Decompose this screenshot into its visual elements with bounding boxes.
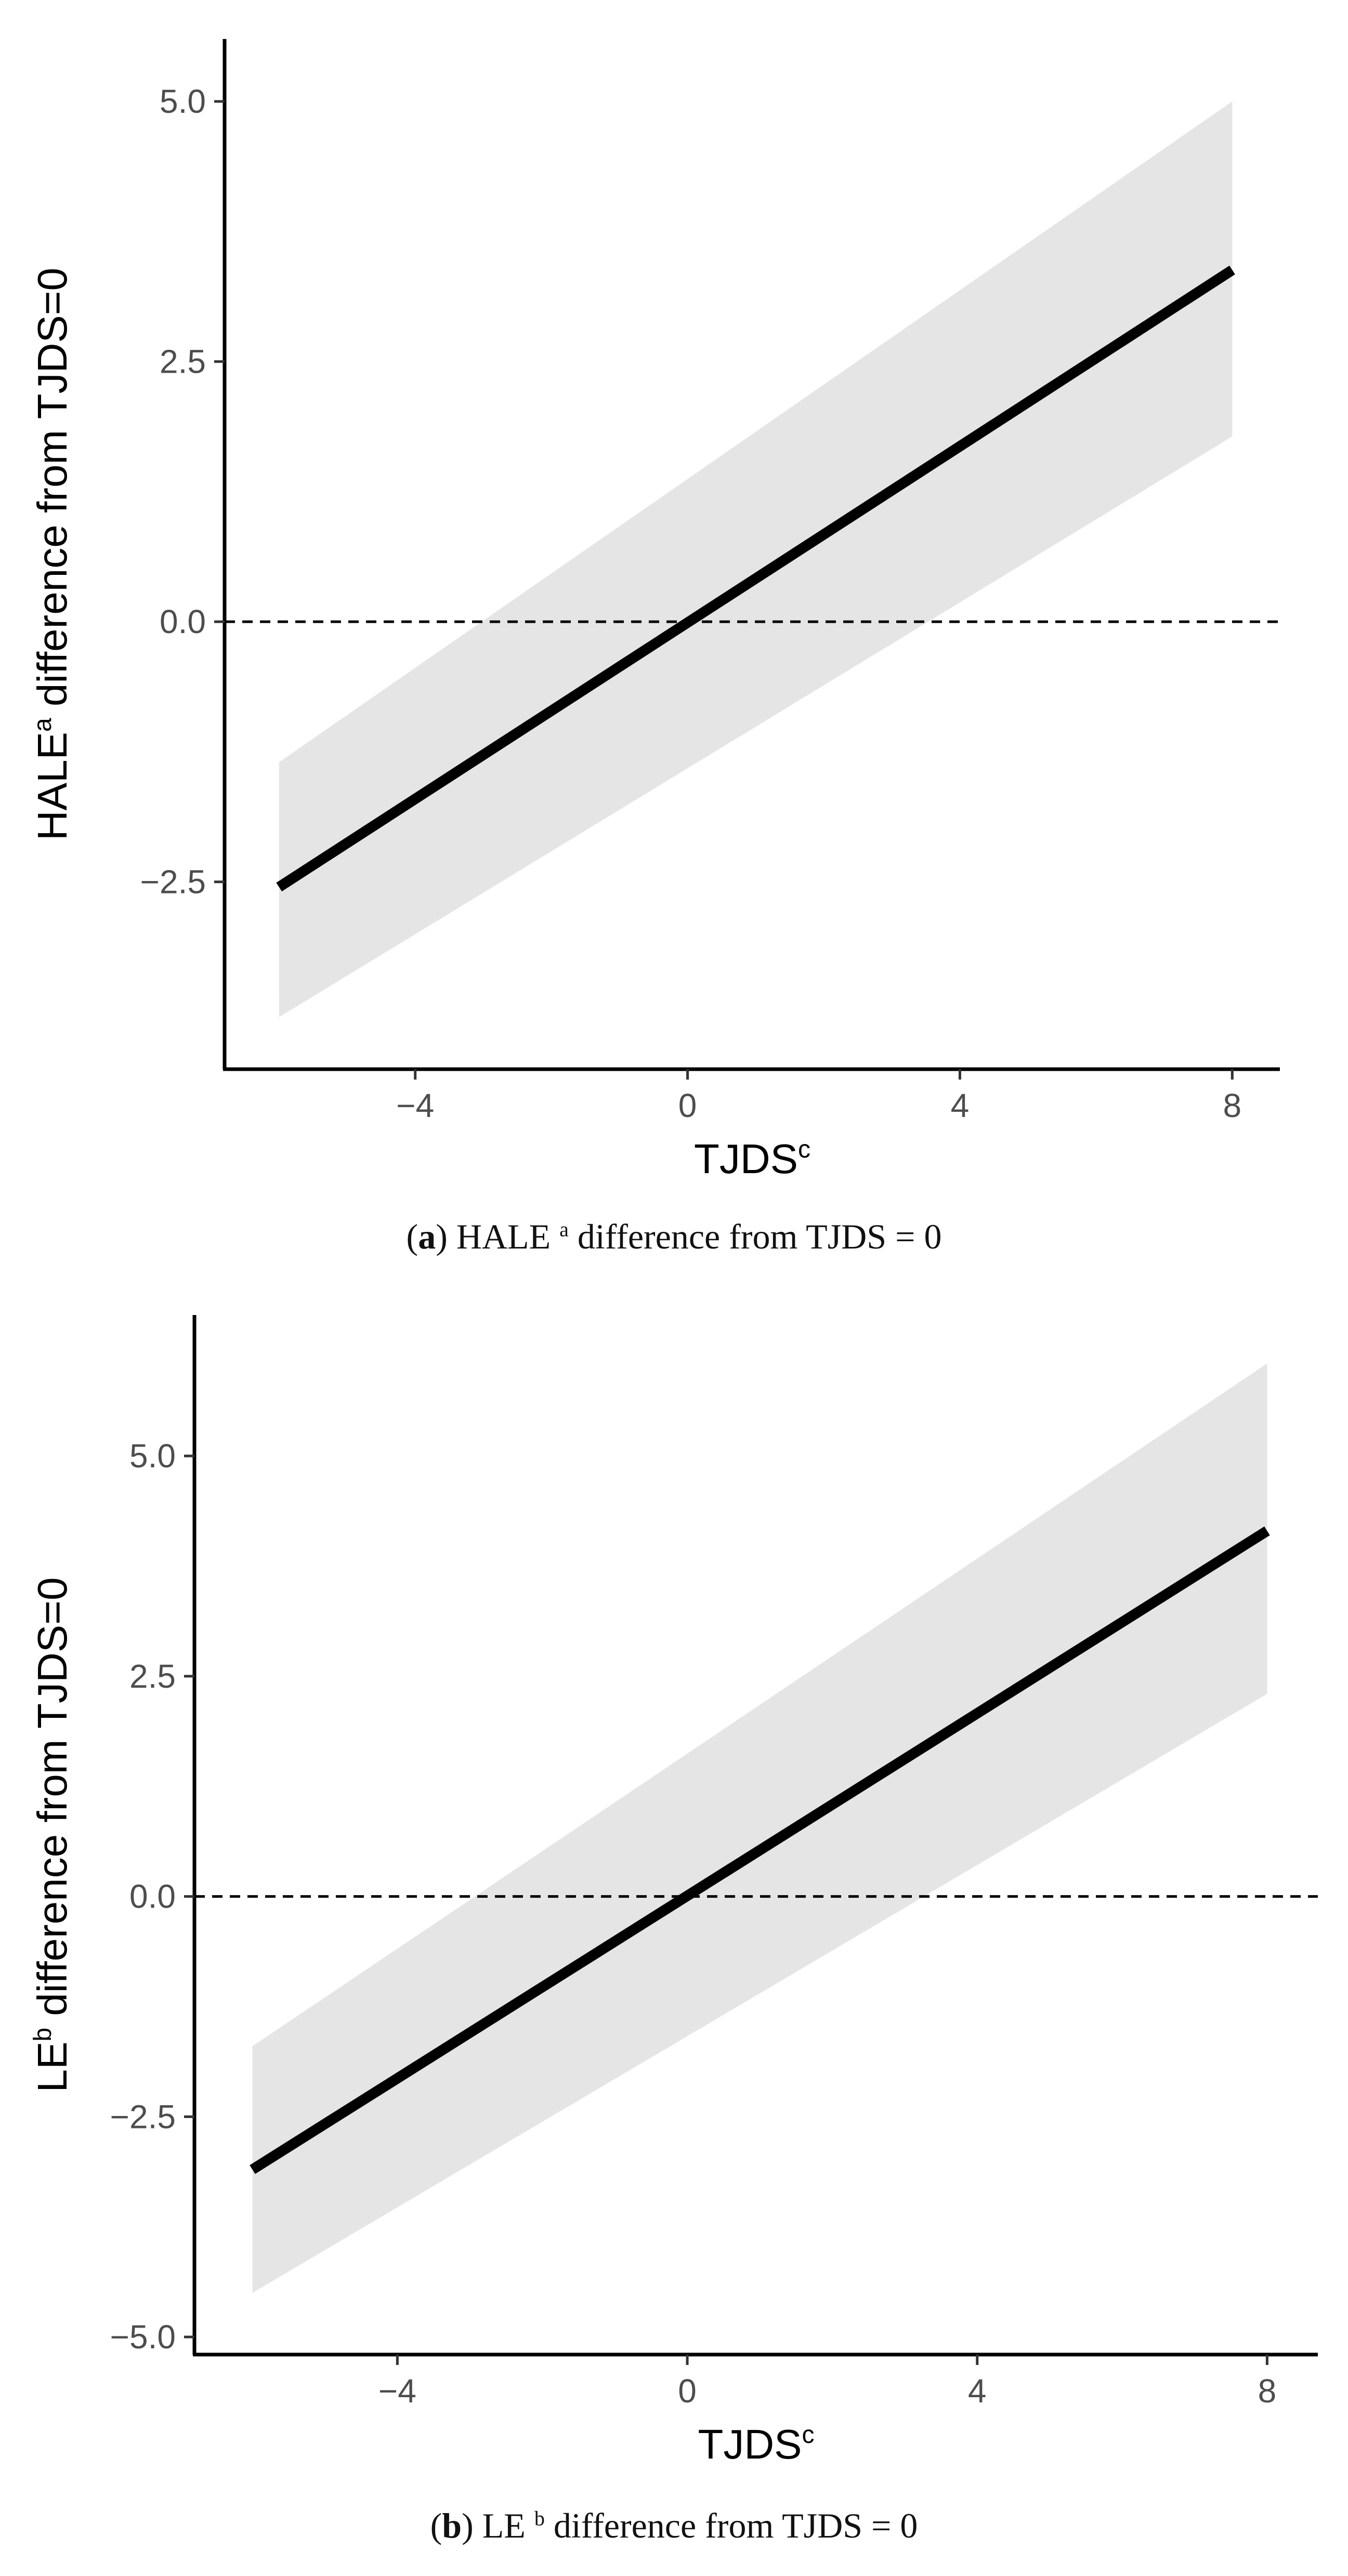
chart-a-y-axis-title: HALEa difference from TJDS=0 <box>29 268 75 840</box>
caption-b-label: b <box>442 2506 462 2545</box>
chart-a-y-tick-label: −2.5 <box>140 863 206 901</box>
chart-a-x-axis-title-main: TJDS <box>694 1136 798 1182</box>
chart-b: −5.0 −2.5 0.0 2.5 5.0 −4 0 4 8 TJDSc LEb differenc… <box>29 1315 1318 2467</box>
chart-b-y-tick-label: 2.5 <box>129 1658 176 1695</box>
chart-b-x-tick-label: 0 <box>678 2372 697 2410</box>
chart-a-x-tick-label: 4 <box>951 1087 970 1124</box>
panel-a: −2.5 0.0 2.5 5.0 −4 0 4 8 TJDSc HALEa difference … <box>29 39 1280 1256</box>
chart-a-y-axis-title-tail: difference from TJDS=0 <box>29 268 75 718</box>
chart-a-x-tick-label: 8 <box>1223 1087 1242 1124</box>
chart-b-y-axis-title: LEb difference from TJDS=0 <box>29 1578 75 2093</box>
chart-b-x-tick-label: −4 <box>378 2372 416 2410</box>
chart-b-y-tick-label: −5.0 <box>110 2318 176 2356</box>
chart-a-fit-line <box>276 266 1235 892</box>
chart-b-x-axis-title: TJDSc <box>698 2421 815 2467</box>
chart-a-y-tick-label: 0.0 <box>160 603 206 640</box>
caption-a-tail: difference from TJDS = 0 <box>577 1217 942 1256</box>
chart-a-x-tick-label: 0 <box>678 1087 697 1124</box>
chart-b-y-tick-label: 5.0 <box>129 1437 176 1475</box>
caption-b-tail: difference from TJDS = 0 <box>553 2506 918 2545</box>
chart-b-fit-line <box>250 1526 1270 2174</box>
caption-a-sup: a <box>559 1217 569 1241</box>
chart-a-y-axis-title-sup: a <box>29 718 57 732</box>
chart-a-y-tick-label: 5.0 <box>160 83 206 120</box>
chart-b-y-tick-label: −2.5 <box>110 2098 176 2135</box>
chart-b-y-axis-title-main: LE <box>29 2042 75 2093</box>
chart-b-y-axis-title-tail: difference from TJDS=0 <box>29 1578 75 2028</box>
chart-a-x-axis-title-sup: c <box>798 1136 810 1163</box>
chart-b-y-tick-label: 0.0 <box>129 1878 176 1915</box>
chart-b-x-axis-title-main: TJDS <box>698 2421 802 2467</box>
caption-a-metric: HALE <box>456 1217 551 1256</box>
panel-b: −5.0 −2.5 0.0 2.5 5.0 −4 0 4 8 TJDSc LEb differenc… <box>0 1289 1348 2576</box>
chart-b-x-axis-title-sup: c <box>802 2421 815 2449</box>
caption-b-sup: b <box>534 2506 545 2530</box>
caption-b-metric: LE <box>482 2506 526 2545</box>
chart-a-x-axis-title: TJDSc <box>694 1136 810 1182</box>
chart-b-x-tick-label: 4 <box>968 2372 987 2410</box>
caption-a-label: a <box>418 1217 436 1256</box>
chart-a-x-tick-label: −4 <box>396 1087 434 1124</box>
chart-b-y-axis-title-sup: b <box>29 2028 57 2042</box>
chart-a: −2.5 0.0 2.5 5.0 −4 0 4 8 TJDSc HALEa difference … <box>29 39 1280 1182</box>
chart-b-ci-band <box>252 1363 1267 2293</box>
chart-a-y-axis-title-main: HALE <box>29 732 75 840</box>
caption-a: (a) HALE a difference from TJDS = 0 <box>406 1217 942 1256</box>
chart-a-ci-band <box>279 101 1233 1017</box>
chart-b-x-tick-label: 8 <box>1258 2372 1277 2410</box>
caption-b: (b) LE b difference from TJDS = 0 <box>430 2506 918 2545</box>
chart-a-y-tick-label: 2.5 <box>160 343 206 380</box>
